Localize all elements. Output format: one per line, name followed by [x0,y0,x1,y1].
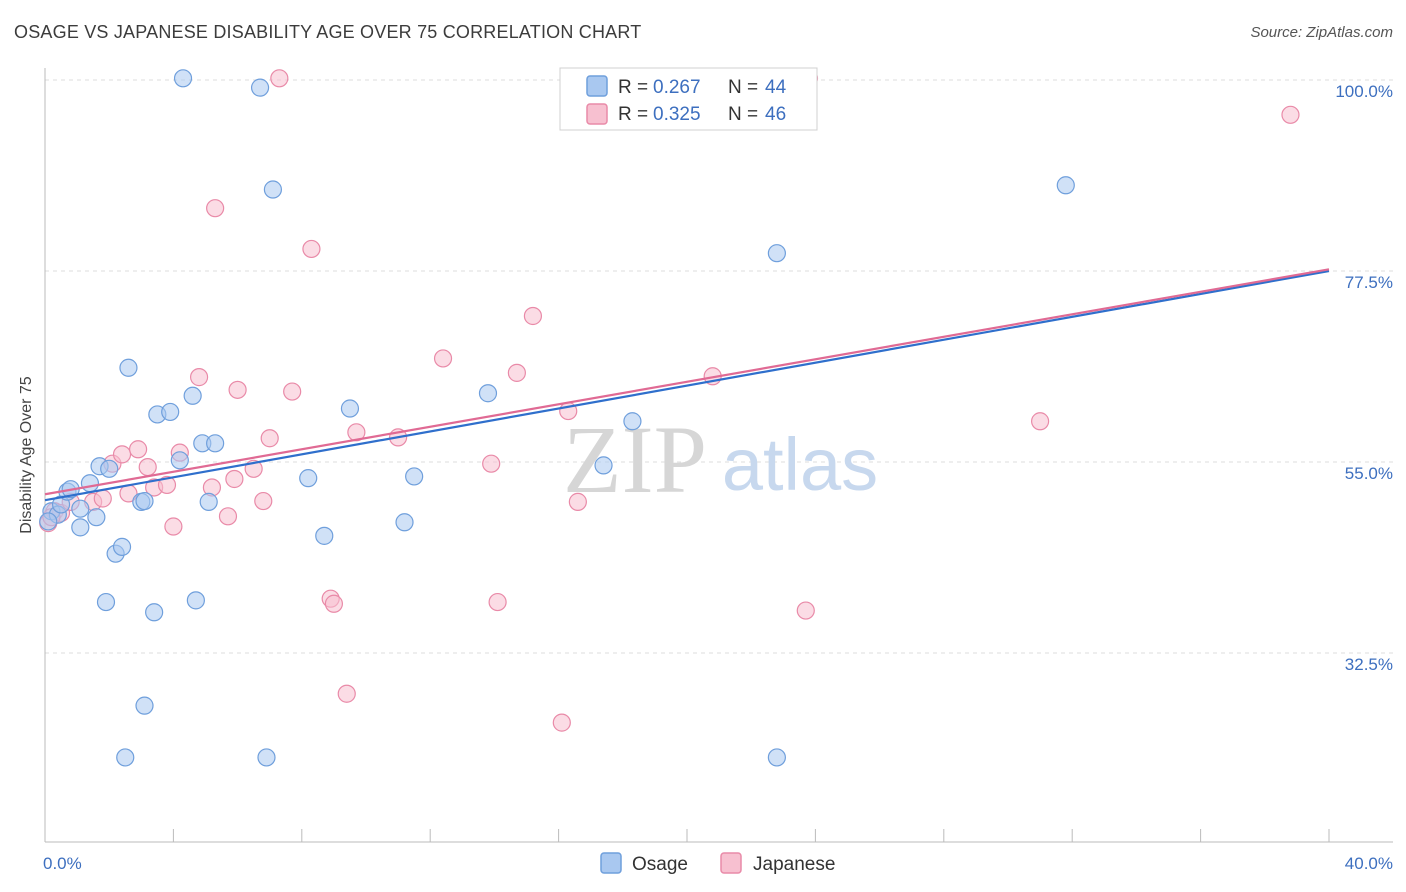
y-tick-label: 32.5% [1345,655,1393,674]
trend-lines [44,268,1330,502]
japanese-point [324,594,343,613]
osage-point [183,386,202,405]
japanese-series-swatch [720,852,742,874]
japanese-point [206,199,225,218]
osage-point [119,358,138,377]
japanese-n-label: N = [728,104,758,125]
japanese-point [189,368,209,387]
japanese-point [93,489,112,508]
y-tick-label: 77.5% [1345,273,1393,292]
japanese-point [433,349,453,368]
osage-point [186,591,205,610]
osage-point [71,499,90,518]
tick-labels: 100.0% 77.5% 55.0% 32.5% 0.0% 40.0% [43,82,1393,873]
japanese-point [254,491,273,511]
osage-point [80,474,100,493]
japanese-point [128,440,148,459]
japanese-point [260,429,279,448]
japanese-point [157,475,177,495]
japanese-r-value: 0.325 [653,104,701,125]
osage-point [39,512,58,531]
osage-point [87,508,106,527]
osage-point [1056,176,1075,195]
japanese-point [552,713,571,732]
x-tick-label: 40.0% [1345,854,1393,873]
osage-point [135,696,154,715]
japanese-trend-line [44,268,1330,496]
osage-point [340,399,360,418]
grid-lines [45,79,1393,654]
japanese-point [1030,412,1050,431]
japanese-point [1281,105,1300,124]
osage-point [299,469,318,488]
osage-r-label: R = [618,77,648,98]
osage-trend-line [44,269,1330,502]
osage-point [145,603,164,622]
japanese-point [228,380,247,399]
osage-series-swatch [600,852,622,874]
japanese-point [523,306,543,326]
osage-series-label: Osage [632,854,688,875]
osage-point [170,451,189,470]
japanese-n-value: 46 [765,104,786,125]
osage-point [71,518,90,537]
japanese-point [507,363,526,382]
japanese-point [796,601,815,620]
osage-point [594,456,613,475]
japanese-point [164,517,183,536]
y-tick-label: 55.0% [1345,464,1393,483]
stats-legend: R = 0.267 N = 44 R = 0.325 N = 46 [559,67,818,131]
osage-point [206,434,225,453]
osage-point [135,491,154,511]
japanese-point [225,469,244,489]
osage-point [96,592,116,612]
y-tick-label: 100.0% [1335,82,1393,101]
osage-point [112,537,132,556]
osage-point [257,748,276,767]
source-credit: Source: ZipAtlas.com [1250,24,1393,41]
osage-point [100,459,119,478]
osage-r-value: 0.267 [653,77,701,98]
japanese-point [270,69,289,88]
japanese-point [302,239,321,259]
x-tick-label: 0.0% [43,854,82,873]
chart-title: OSAGE VS JAPANESE DISABILITY AGE OVER 75… [14,22,642,42]
osage-point [623,412,642,431]
osage-point [250,78,270,97]
japanese-point [337,684,356,703]
osage-point [767,748,786,767]
japanese-point [568,492,587,511]
osage-n-label: N = [728,77,758,98]
osage-point [405,467,424,486]
osage-legend-swatch [586,75,608,97]
japanese-point [488,592,507,612]
osage-point [199,492,218,511]
japanese-point [112,445,132,464]
japanese-point [138,457,157,477]
axes [44,68,1393,843]
osage-point [263,180,283,199]
japanese-point [482,454,501,473]
japanese-point [218,507,238,526]
osage-point [767,244,786,263]
japanese-series-label: Japanese [753,854,835,875]
osage-point [173,69,193,88]
series-legend: Osage Japanese [600,852,835,875]
osage-point [116,748,135,767]
japanese-legend-swatch [586,103,608,125]
watermark-atlas: atlas [722,423,878,506]
japanese-point [283,382,302,401]
osage-point [478,384,498,403]
osage-n-value: 44 [765,77,787,98]
japanese-r-label: R = [618,104,648,125]
osage-point [395,513,414,532]
osage-point [315,526,334,545]
osage-point [161,402,180,422]
